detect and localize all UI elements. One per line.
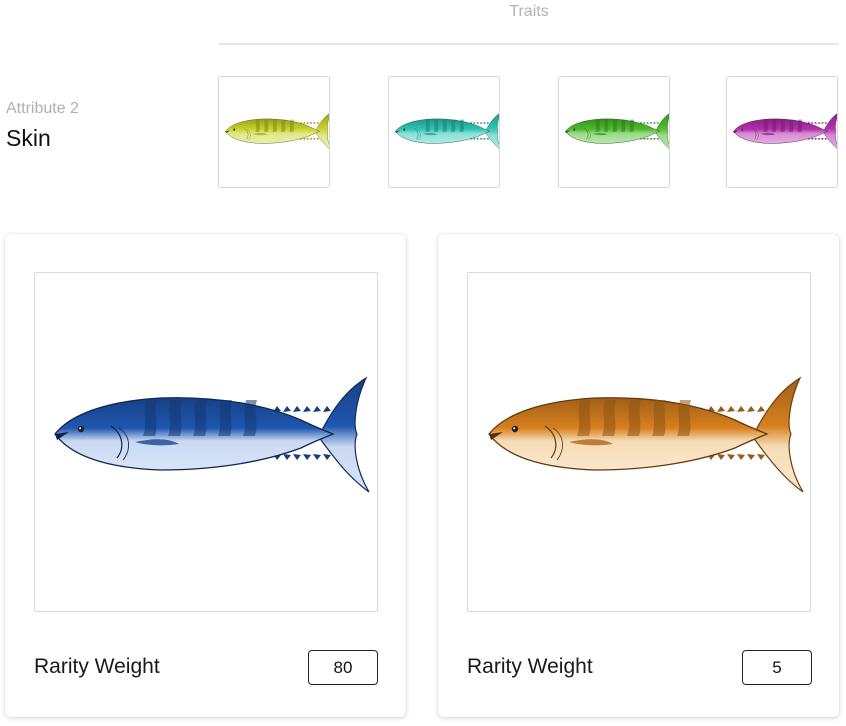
trait-thumbnail[interactable] [218, 76, 330, 188]
attribute-name: Skin [6, 125, 51, 151]
fish-icon [395, 113, 499, 149]
attribute-caption: Attribute 2 [6, 100, 79, 117]
trait-preview-image [34, 272, 378, 612]
trait-thumbnail[interactable] [388, 76, 500, 188]
fish-icon [733, 113, 837, 149]
trait-preview-image [467, 272, 811, 612]
fish-icon [488, 376, 804, 493]
trait-thumbnail[interactable] [726, 76, 838, 188]
rarity-weight-label: Rarity Weight [34, 655, 160, 678]
trait-card: Rarity Weight [5, 234, 406, 717]
traits-divider [219, 43, 839, 45]
fish-icon [54, 376, 370, 493]
fish-icon [225, 113, 329, 149]
trait-thumbnail[interactable] [558, 76, 670, 188]
trait-card: Rarity Weight [438, 234, 839, 717]
rarity-weight-label: Rarity Weight [467, 655, 593, 678]
rarity-weight-input[interactable] [742, 650, 812, 685]
rarity-weight-input[interactable] [308, 650, 378, 685]
traits-heading: Traits [509, 3, 549, 20]
fish-icon [565, 113, 669, 149]
